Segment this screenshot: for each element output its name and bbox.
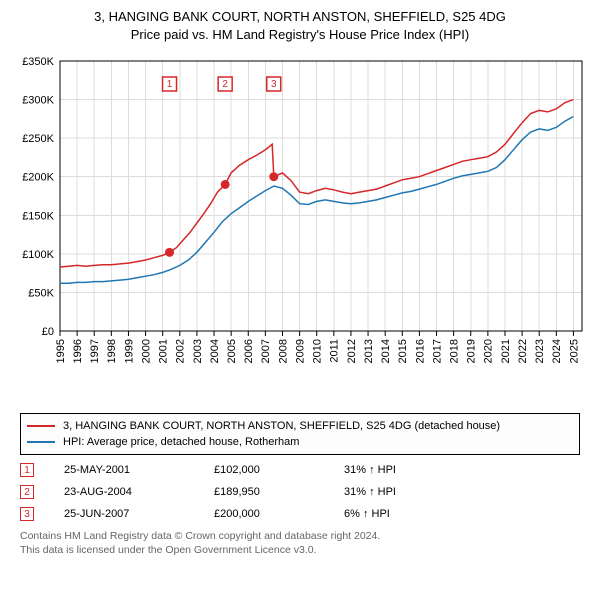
marker-num-2: 3 [24,509,30,520]
svg-text:2001: 2001 [158,339,170,363]
marker-date-0: 25-MAY-2001 [64,464,214,476]
svg-text:£200K: £200K [22,172,54,184]
chart-plot-area: £0 £50K £100K £150K £200K £250K £300K £350K 1995… [12,47,588,407]
marker-row-0: 1 25-MAY-2001 £102,000 31% ↑ HPI [20,459,580,481]
chart-svg: £0 £50K £100K £150K £200K £250K £300K £350K 1995… [12,47,588,407]
attribution-line-1: Contains HM Land Registry data © Crown c… [20,529,580,543]
svg-text:1995: 1995 [55,339,67,363]
marker-row-1: 2 23-AUG-2004 £189,950 31% ↑ HPI [20,481,580,503]
svg-text:£250K: £250K [22,133,54,145]
title-line-2: Price paid vs. HM Land Registry's House … [12,26,588,44]
svg-text:2021: 2021 [500,339,512,363]
svg-text:2025: 2025 [568,339,580,363]
svg-text:£0: £0 [42,326,54,338]
svg-text:1996: 1996 [72,339,84,363]
marker-row-2: 3 25-JUN-2007 £200,000 6% ↑ HPI [20,503,580,525]
marker-pct-1: 31% ↑ HPI [344,486,464,498]
svg-text:2018: 2018 [448,339,460,363]
marker-pct-0: 31% ↑ HPI [344,464,464,476]
marker-date-1: 23-AUG-2004 [64,486,214,498]
svg-text:2007: 2007 [260,339,272,363]
svg-text:2005: 2005 [226,339,238,363]
svg-text:£150K: £150K [22,210,54,222]
marker-box-1: 2 [20,485,34,499]
marker-box-0: 1 [20,463,34,477]
marker-num-0: 1 [24,465,30,476]
svg-text:£300K: £300K [22,95,54,107]
svg-text:2023: 2023 [534,339,546,363]
svg-text:1999: 1999 [123,339,135,363]
svg-text:2016: 2016 [414,339,426,363]
markers-table: 1 25-MAY-2001 £102,000 31% ↑ HPI 2 23-AU… [20,459,580,525]
legend-row-1: HPI: Average price, detached house, Roth… [27,434,573,450]
marker-num-1: 2 [24,487,30,498]
svg-text:1998: 1998 [106,339,118,363]
title-line-1: 3, HANGING BANK COURT, NORTH ANSTON, SHE… [12,8,588,26]
svg-text:2009: 2009 [294,339,306,363]
marker-pct-2: 6% ↑ HPI [344,508,464,520]
svg-text:2024: 2024 [551,339,563,363]
svg-text:2015: 2015 [397,339,409,363]
attribution-line-2: This data is licensed under the Open Gov… [20,543,580,557]
svg-text:2008: 2008 [277,339,289,363]
legend-swatch-0 [27,425,55,427]
legend-label-1: HPI: Average price, detached house, Roth… [63,436,299,448]
svg-text:2002: 2002 [175,339,187,363]
svg-text:2012: 2012 [346,339,358,363]
svg-text:2006: 2006 [243,339,255,363]
marker-price-2: £200,000 [214,508,344,520]
svg-text:2011: 2011 [329,339,341,363]
svg-text:2020: 2020 [483,339,495,363]
chart-container: 3, HANGING BANK COURT, NORTH ANSTON, SHE… [0,0,600,567]
svg-text:2013: 2013 [363,339,375,363]
svg-text:3: 3 [271,79,277,90]
legend-swatch-1 [27,441,55,443]
svg-text:2014: 2014 [380,339,392,363]
legend: 3, HANGING BANK COURT, NORTH ANSTON, SHE… [20,413,580,455]
marker-box-2: 3 [20,507,34,521]
marker-price-0: £102,000 [214,464,344,476]
svg-text:2010: 2010 [312,339,324,363]
svg-text:£100K: £100K [22,249,54,261]
svg-text:2017: 2017 [431,339,443,363]
chart-titles: 3, HANGING BANK COURT, NORTH ANSTON, SHE… [12,8,588,43]
svg-text:2: 2 [222,79,228,90]
svg-text:1997: 1997 [89,339,101,363]
legend-row-0: 3, HANGING BANK COURT, NORTH ANSTON, SHE… [27,418,573,434]
svg-text:2000: 2000 [140,339,152,363]
marker-date-2: 25-JUN-2007 [64,508,214,520]
svg-text:1: 1 [167,79,173,90]
svg-text:2022: 2022 [517,339,529,363]
svg-text:£350K: £350K [22,56,54,68]
svg-text:2004: 2004 [209,339,221,363]
svg-text:2019: 2019 [466,339,478,363]
legend-label-0: 3, HANGING BANK COURT, NORTH ANSTON, SHE… [63,420,500,432]
attribution: Contains HM Land Registry data © Crown c… [20,529,580,557]
svg-text:2003: 2003 [192,339,204,363]
svg-text:£50K: £50K [28,288,54,300]
marker-price-1: £189,950 [214,486,344,498]
